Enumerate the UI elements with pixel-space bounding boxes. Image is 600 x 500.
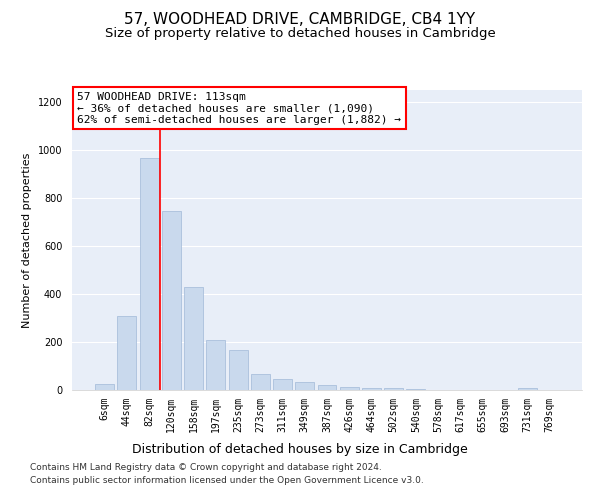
- Bar: [340, 387, 359, 390]
- Bar: [384, 388, 403, 390]
- Bar: [162, 211, 181, 390]
- Bar: [518, 388, 536, 390]
- Text: Distribution of detached houses by size in Cambridge: Distribution of detached houses by size …: [132, 442, 468, 456]
- Bar: [251, 374, 270, 390]
- Text: 57 WOODHEAD DRIVE: 113sqm
← 36% of detached houses are smaller (1,090)
62% of se: 57 WOODHEAD DRIVE: 113sqm ← 36% of detac…: [77, 92, 401, 124]
- Text: Size of property relative to detached houses in Cambridge: Size of property relative to detached ho…: [104, 28, 496, 40]
- Bar: [295, 382, 314, 390]
- Bar: [273, 379, 292, 390]
- Text: 57, WOODHEAD DRIVE, CAMBRIDGE, CB4 1YY: 57, WOODHEAD DRIVE, CAMBRIDGE, CB4 1YY: [124, 12, 476, 28]
- Bar: [118, 316, 136, 390]
- Bar: [184, 287, 203, 390]
- Bar: [140, 158, 158, 390]
- Text: Contains public sector information licensed under the Open Government Licence v3: Contains public sector information licen…: [30, 476, 424, 485]
- Bar: [229, 350, 248, 390]
- Bar: [406, 389, 425, 390]
- Bar: [95, 384, 114, 390]
- Bar: [362, 388, 381, 390]
- Bar: [206, 340, 225, 390]
- Bar: [317, 384, 337, 390]
- Text: Contains HM Land Registry data © Crown copyright and database right 2024.: Contains HM Land Registry data © Crown c…: [30, 464, 382, 472]
- Y-axis label: Number of detached properties: Number of detached properties: [22, 152, 32, 328]
